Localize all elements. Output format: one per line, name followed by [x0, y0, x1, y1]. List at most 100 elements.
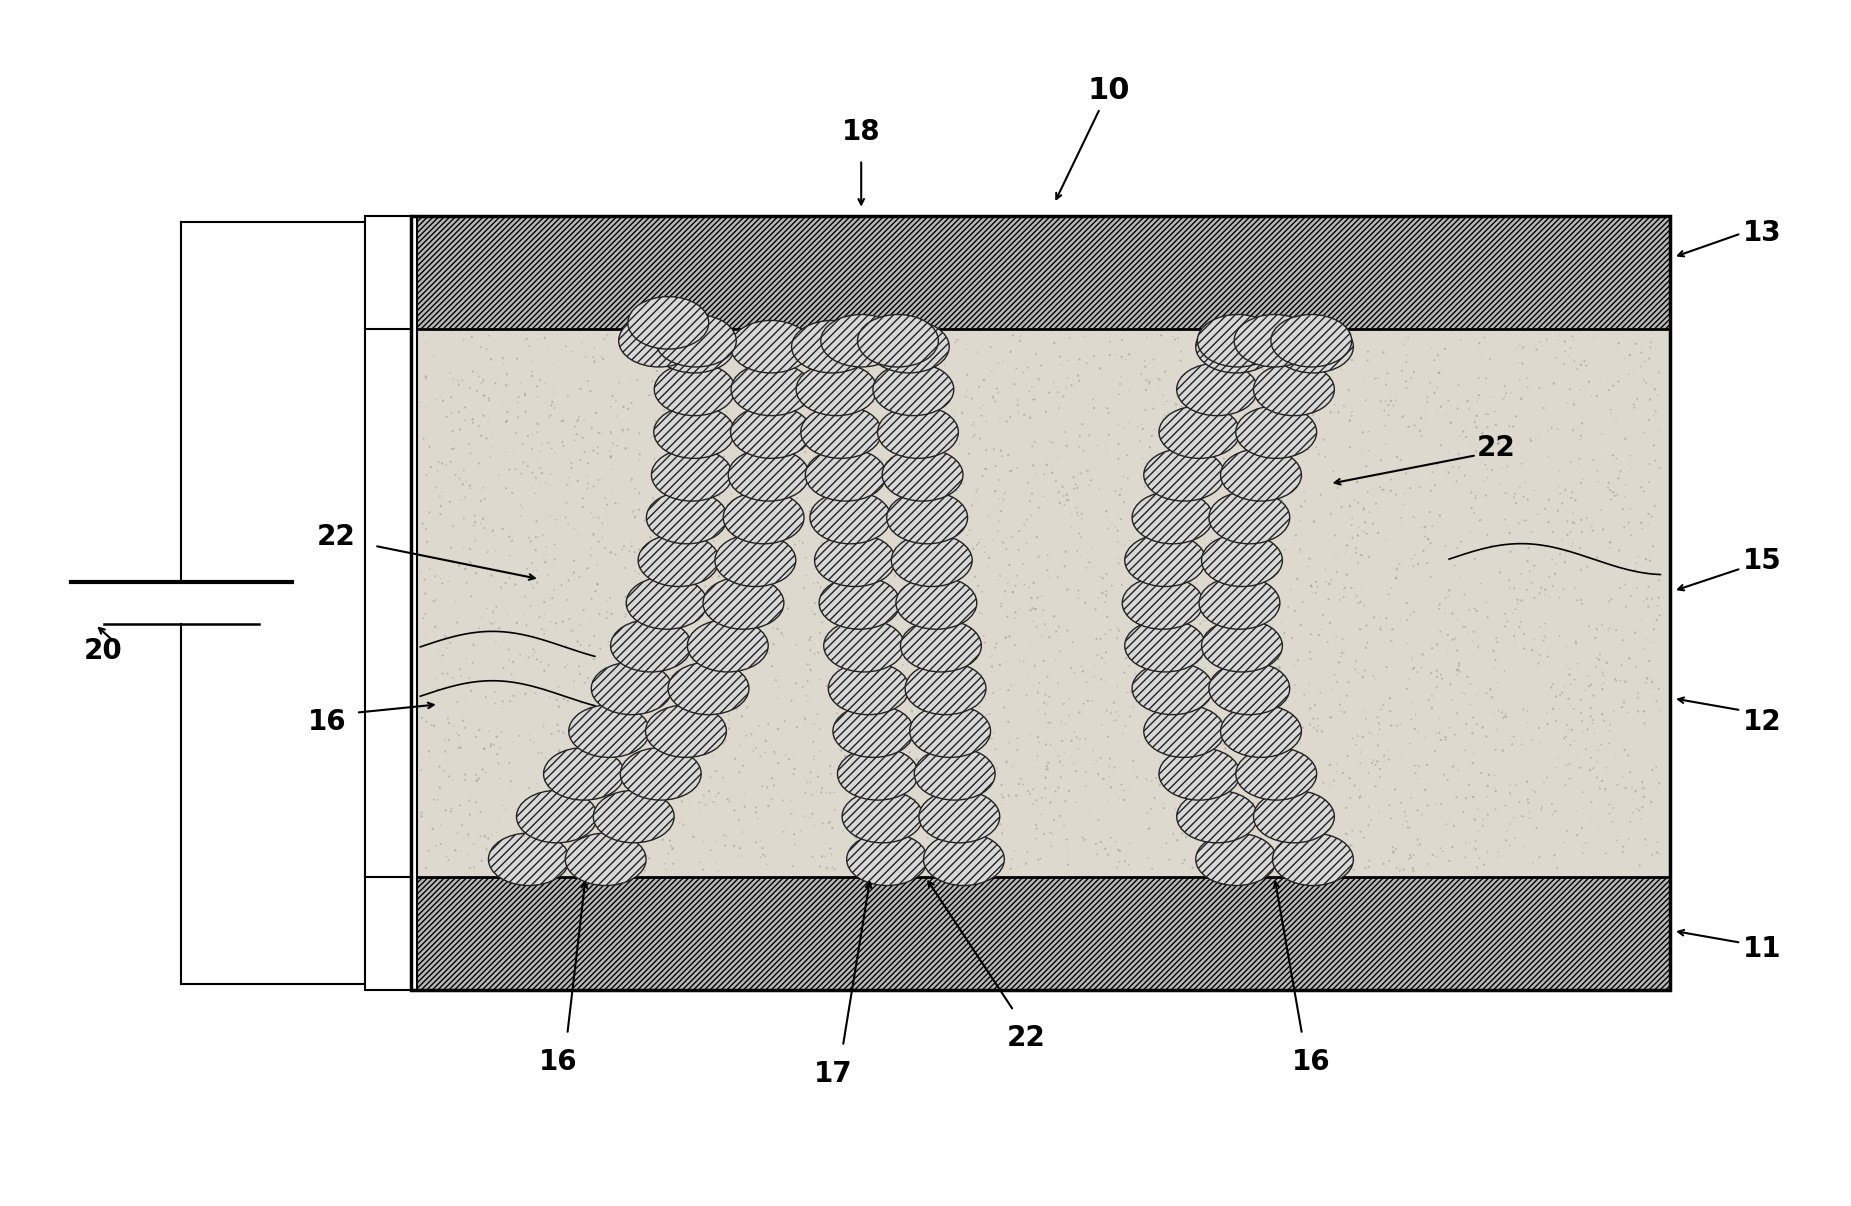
Point [950, 837, 979, 856]
Point [700, 532, 729, 551]
Point [853, 544, 883, 563]
Point [896, 379, 926, 398]
Point [1642, 832, 1671, 851]
Point [1455, 433, 1485, 452]
Point [1099, 757, 1129, 777]
Point [763, 590, 792, 609]
Point [1103, 677, 1133, 696]
Point [940, 531, 970, 550]
Point [1077, 691, 1107, 710]
Point [1092, 508, 1122, 527]
Point [1507, 390, 1536, 409]
Point [672, 432, 702, 451]
Point [1188, 816, 1218, 836]
Point [1575, 677, 1605, 696]
Point [1329, 639, 1359, 658]
Point [709, 447, 739, 467]
Point [1074, 461, 1103, 480]
Point [1359, 608, 1388, 627]
Point [455, 587, 485, 607]
Point [522, 387, 552, 406]
Point [1318, 679, 1348, 698]
Point [1072, 353, 1101, 373]
Point [1040, 810, 1070, 830]
Point [1490, 439, 1520, 458]
Point [1483, 434, 1512, 453]
Point [1066, 509, 1096, 528]
Point [790, 566, 820, 585]
Point [1290, 336, 1320, 356]
Point [1201, 636, 1231, 655]
Point [1246, 673, 1275, 692]
Point [1501, 339, 1531, 358]
Point [877, 392, 907, 411]
Point [1303, 578, 1333, 597]
Point [505, 645, 535, 665]
Point [1557, 452, 1586, 472]
Point [479, 734, 509, 754]
Point [905, 721, 935, 740]
Point [1133, 849, 1162, 868]
Point [1022, 791, 1051, 810]
Point [1596, 481, 1625, 500]
Point [1035, 432, 1064, 451]
Point [1092, 586, 1122, 605]
Point [803, 367, 833, 386]
Circle shape [1133, 491, 1212, 544]
Point [1583, 461, 1612, 480]
Point [1633, 589, 1662, 608]
Point [1005, 332, 1035, 351]
Point [931, 355, 961, 374]
Point [994, 786, 1024, 806]
Point [1559, 513, 1588, 532]
Point [779, 765, 809, 784]
Point [405, 761, 435, 780]
Point [650, 813, 679, 832]
Point [565, 665, 594, 684]
Point [1418, 516, 1447, 535]
Point [816, 784, 846, 803]
Point [975, 646, 1005, 666]
Point [1609, 837, 1638, 856]
Point [1534, 587, 1564, 607]
Point [927, 449, 957, 468]
Point [500, 856, 529, 876]
Point [1046, 807, 1075, 826]
Point [1566, 759, 1596, 778]
Point [1501, 484, 1531, 503]
Point [485, 739, 515, 759]
Point [1390, 802, 1420, 821]
Point [844, 760, 874, 779]
Point [972, 706, 1001, 725]
Point [1048, 478, 1077, 497]
Point [1349, 522, 1379, 541]
Point [1211, 731, 1240, 750]
Point [1198, 500, 1227, 520]
Point [598, 678, 627, 697]
Point [933, 556, 963, 575]
Point [1220, 576, 1249, 596]
Point [1216, 628, 1246, 648]
Point [768, 626, 798, 645]
Point [1214, 628, 1244, 648]
Point [987, 446, 1016, 466]
Point [576, 794, 605, 813]
Point [1459, 632, 1488, 651]
Point [1211, 773, 1240, 792]
Point [550, 773, 579, 792]
Circle shape [877, 406, 959, 458]
Point [1231, 443, 1261, 462]
Point [1298, 398, 1327, 417]
Point [1064, 426, 1094, 445]
Point [1172, 807, 1201, 826]
Point [690, 576, 720, 596]
Point [1505, 336, 1534, 356]
Point [1199, 716, 1229, 736]
Point [883, 564, 913, 584]
Point [439, 439, 468, 458]
Point [1451, 740, 1481, 760]
Point [685, 853, 714, 872]
Point [1499, 631, 1529, 650]
Point [813, 376, 842, 396]
Point [1479, 642, 1509, 661]
